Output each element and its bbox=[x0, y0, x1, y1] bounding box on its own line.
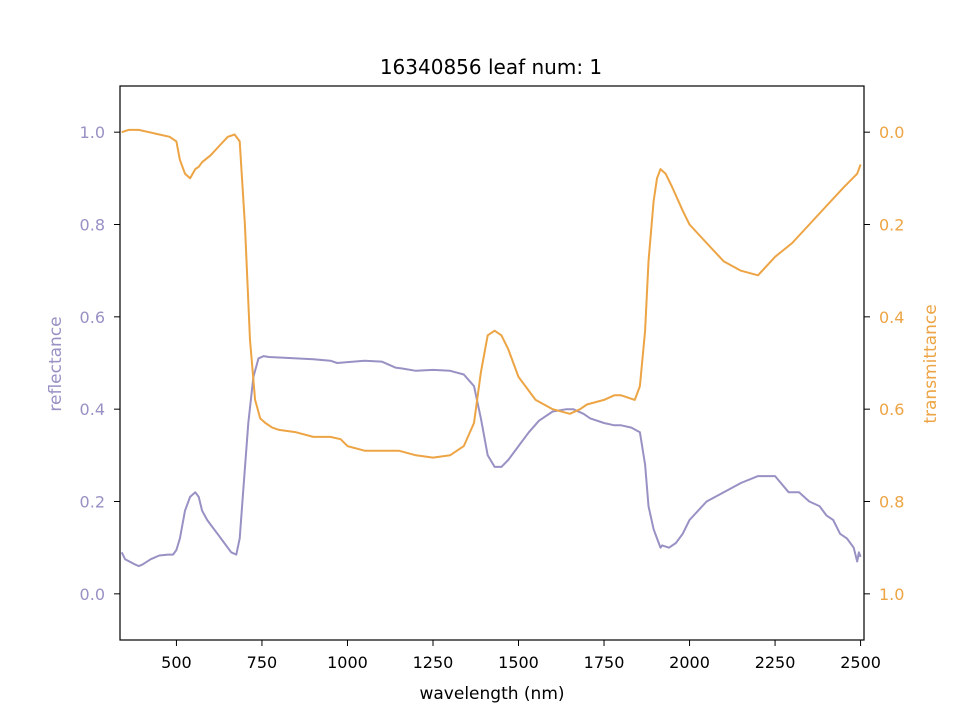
y-right-tick-label: 1.0 bbox=[879, 585, 904, 604]
y-left-tick-label: 0.4 bbox=[80, 400, 105, 419]
y-left-tick-label: 0.8 bbox=[80, 216, 105, 235]
x-tick-label: 500 bbox=[161, 653, 192, 672]
y-left-tick-label: 0.0 bbox=[80, 585, 105, 604]
y-right-tick-label: 0.6 bbox=[879, 400, 904, 419]
y-right-tick-label: 0.8 bbox=[879, 493, 904, 512]
x-axis: 500 750 1000 1250 1500 1750 2000 2250 2500 bbox=[161, 640, 881, 672]
y-right-tick-label: 0.2 bbox=[879, 216, 904, 235]
axes-frame bbox=[119, 85, 865, 641]
x-tick-label: 1750 bbox=[584, 653, 625, 672]
x-tick-label: 2500 bbox=[840, 653, 881, 672]
y-left-tick-label: 0.2 bbox=[80, 493, 105, 512]
series-line-transmittance bbox=[121, 128, 862, 459]
chart-title: 16340856 leaf num: 1 bbox=[380, 55, 602, 79]
y-left-tick-label: 0.6 bbox=[80, 308, 105, 327]
y-right-tick-label: 0.0 bbox=[879, 123, 904, 142]
y-axis-title-left: reflectance bbox=[46, 316, 66, 411]
x-axis-title: wavelength (nm) bbox=[419, 684, 564, 704]
y-right-tick-label: 0.4 bbox=[879, 308, 904, 327]
x-tick-label: 750 bbox=[247, 653, 278, 672]
y-axis-left: 0.0 0.2 0.4 0.6 0.8 1.0 bbox=[80, 123, 120, 604]
x-tick-label: 1500 bbox=[498, 653, 539, 672]
x-tick-label: 1000 bbox=[327, 653, 368, 672]
y-axis-right: 0.0 0.2 0.4 0.6 0.8 1.0 bbox=[864, 123, 904, 604]
x-tick-label: 1250 bbox=[413, 653, 454, 672]
series-line-reflectance bbox=[120, 355, 862, 568]
x-tick-label: 2250 bbox=[755, 653, 796, 672]
series-layer bbox=[120, 128, 862, 568]
y-axis-title-right: transmittance bbox=[921, 304, 941, 423]
x-tick-label: 2000 bbox=[669, 653, 710, 672]
plot-area bbox=[119, 85, 865, 641]
y-left-tick-label: 1.0 bbox=[80, 123, 105, 142]
